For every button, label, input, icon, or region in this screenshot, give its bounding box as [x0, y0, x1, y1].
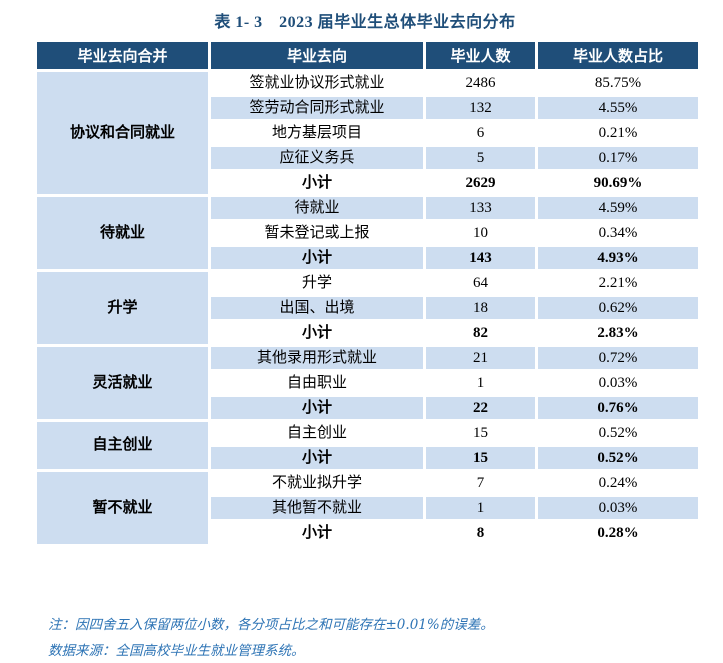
subtotal-row: 小计 2629 90.69%	[36, 169, 701, 197]
count-cell: 82	[423, 319, 538, 347]
percentage-cell: 85.75%	[535, 69, 701, 97]
group-cell-further-study: 升学	[34, 269, 211, 347]
percentage-cell: 4.55%	[535, 94, 701, 122]
count-cell: 7	[423, 469, 538, 497]
count-cell: 2486	[423, 69, 538, 97]
table-row: 签劳动合同形式就业 132 4.55%	[36, 94, 701, 122]
percentage-cell: 0.03%	[535, 369, 701, 397]
destination-cell: 待就业	[208, 194, 426, 222]
col-header-percentage: 毕业人数占比	[535, 39, 701, 72]
destination-cell: 应征义务兵	[208, 144, 426, 172]
note-data-source: 数据来源：全国高校毕业生就业管理系统。	[48, 643, 305, 659]
table-footnotes: 注：因四舍五入保留两位小数，各分项占比之和可能存在±0.01%的误差。 数据来源…	[48, 612, 688, 663]
count-cell: 1	[423, 369, 538, 397]
percentage-cell: 4.59%	[535, 194, 701, 222]
destination-cell: 签就业协议形式就业	[208, 69, 426, 97]
count-cell: 64	[423, 269, 538, 297]
destination-cell: 自由职业	[208, 369, 426, 397]
group-cell-pending-employment: 待就业	[34, 194, 211, 272]
subtotal-label-cell: 小计	[208, 444, 426, 472]
count-cell: 8	[423, 519, 538, 547]
percentage-cell: 0.17%	[535, 144, 701, 172]
table-row: 出国、出境 18 0.62%	[36, 294, 701, 322]
percentage-cell: 2.21%	[535, 269, 701, 297]
table-row: 暂未登记或上报 10 0.34%	[36, 219, 701, 247]
percentage-cell: 0.28%	[535, 519, 701, 547]
count-cell: 1	[423, 494, 538, 522]
subtotal-row: 小计 22 0.76%	[36, 394, 701, 422]
group-cell-self-startup: 自主创业	[34, 419, 211, 472]
count-cell: 143	[423, 244, 538, 272]
col-header-count: 毕业人数	[423, 39, 538, 72]
subtotal-row: 小计 8 0.28%	[36, 519, 701, 547]
table-row: 自由职业 1 0.03%	[36, 369, 701, 397]
destination-cell: 出国、出境	[208, 294, 426, 322]
percentage-cell: 0.52%	[535, 444, 701, 472]
percentage-cell: 0.76%	[535, 394, 701, 422]
graduate-destination-table: 毕业去向合并 毕业去向 毕业人数 毕业人数占比 协议和合同就业 签就业协议形式就…	[34, 39, 701, 547]
table-row: 升学 升学 64 2.21%	[34, 269, 701, 347]
table-row: 地方基层项目 6 0.21%	[36, 119, 701, 147]
group-cell-not-employed-yet: 暂不就业	[34, 469, 211, 547]
table-row: 协议和合同就业 签就业协议形式就业 2486 85.75%	[34, 69, 701, 197]
table-row: 灵活就业 其他录用形式就业 21 0.72%	[34, 344, 701, 422]
destination-cell: 其他暂不就业	[208, 494, 426, 522]
subtotal-row: 小计 15 0.52%	[36, 444, 701, 472]
percentage-cell: 90.69%	[535, 169, 701, 197]
count-cell: 18	[423, 294, 538, 322]
destination-cell: 其他录用形式就业	[208, 344, 426, 372]
count-cell: 2629	[423, 169, 538, 197]
subtotal-label-cell: 小计	[208, 169, 426, 197]
destination-cell: 不就业拟升学	[208, 469, 426, 497]
col-header-destination-merged: 毕业去向合并	[34, 39, 211, 72]
note-rounding: 注：因四舍五入保留两位小数，各分项占比之和可能存在±0.01%的误差。	[48, 617, 494, 633]
percentage-cell: 0.24%	[535, 469, 701, 497]
count-cell: 6	[423, 119, 538, 147]
subtotal-label-cell: 小计	[208, 319, 426, 347]
destination-cell: 暂未登记或上报	[208, 219, 426, 247]
percentage-cell: 0.03%	[535, 494, 701, 522]
percentage-cell: 4.93%	[535, 244, 701, 272]
count-cell: 22	[423, 394, 538, 422]
subtotal-label-cell: 小计	[208, 394, 426, 422]
subtotal-row: 小计 82 2.83%	[36, 319, 701, 347]
subtotal-label-cell: 小计	[208, 519, 426, 547]
group-cell-contract-employment: 协议和合同就业	[34, 69, 211, 197]
destination-cell: 签劳动合同形式就业	[208, 94, 426, 122]
subtotal-label-cell: 小计	[208, 244, 426, 272]
table-row: 应征义务兵 5 0.17%	[36, 144, 701, 172]
destination-cell: 自主创业	[208, 419, 426, 447]
table-row: 待就业 待就业 133 4.59%	[34, 194, 701, 272]
percentage-cell: 0.34%	[535, 219, 701, 247]
col-header-destination: 毕业去向	[208, 39, 426, 72]
header-row: 毕业去向合并 毕业去向 毕业人数 毕业人数占比	[34, 39, 701, 72]
table-row: 其他暂不就业 1 0.03%	[36, 494, 701, 522]
table-row: 暂不就业 不就业拟升学 7 0.24%	[34, 469, 701, 547]
table-row: 自主创业 自主创业 15 0.52%	[34, 419, 701, 472]
group-cell-flexible-employment: 灵活就业	[34, 344, 211, 422]
percentage-cell: 0.62%	[535, 294, 701, 322]
destination-cell: 升学	[208, 269, 426, 297]
table-caption: 表 1- 3 2023 届毕业生总体毕业去向分布	[214, 14, 516, 31]
count-cell: 133	[423, 194, 538, 222]
count-cell: 132	[423, 94, 538, 122]
subtotal-row: 小计 143 4.93%	[36, 244, 701, 272]
percentage-cell: 0.52%	[535, 419, 701, 447]
count-cell: 10	[423, 219, 538, 247]
percentage-cell: 0.72%	[535, 344, 701, 372]
count-cell: 15	[423, 419, 538, 447]
count-cell: 15	[423, 444, 538, 472]
count-cell: 5	[423, 144, 538, 172]
count-cell: 21	[423, 344, 538, 372]
destination-cell: 地方基层项目	[208, 119, 426, 147]
percentage-cell: 2.83%	[535, 319, 701, 347]
percentage-cell: 0.21%	[535, 119, 701, 147]
